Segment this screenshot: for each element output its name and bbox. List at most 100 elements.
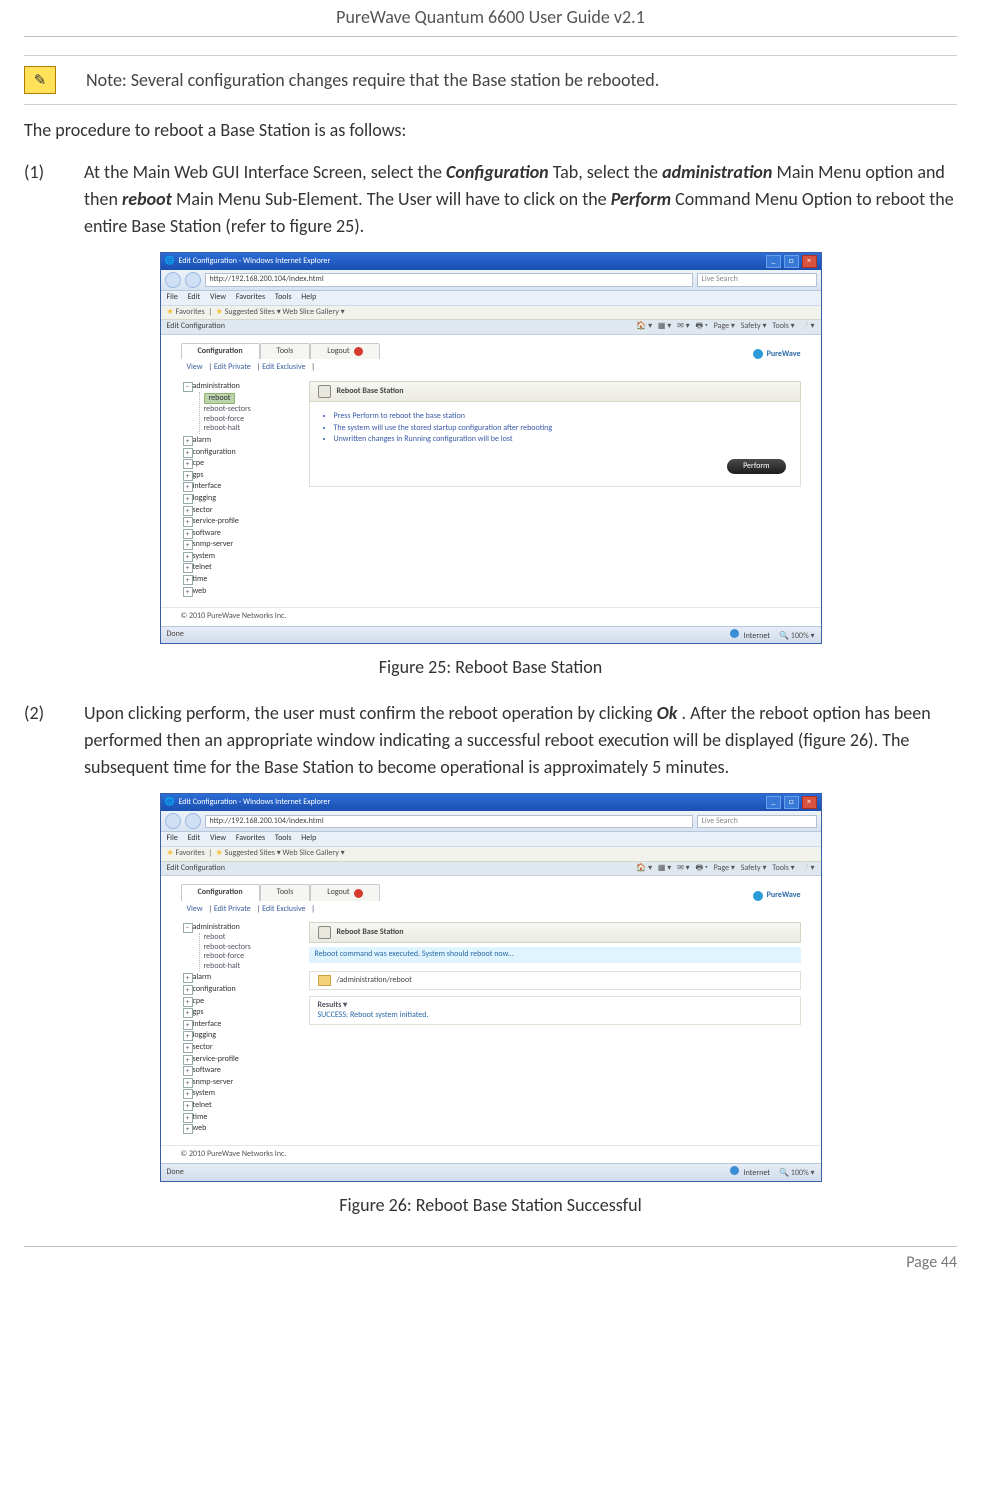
menu-edit[interactable]: Edit (188, 292, 201, 302)
subtab-edit-exclusive[interactable]: Edit Exclusive (262, 362, 305, 372)
address-bar[interactable]: http://192.168.200.104/index.html (205, 273, 693, 287)
tree-telnet[interactable]: telnet (183, 562, 301, 574)
tree-sector[interactable]: sector (183, 1042, 301, 1054)
tree-interface[interactable]: interface (183, 481, 301, 493)
menu-tools[interactable]: Tools (275, 292, 292, 302)
favorites-label[interactable]: Favorites (175, 307, 204, 317)
tree-snmp-server[interactable]: snmp-server (183, 539, 301, 551)
menu-view[interactable]: View (210, 833, 226, 843)
tree-logging[interactable]: logging (183, 493, 301, 505)
tree-gps[interactable]: gps (183, 470, 301, 482)
suggested-sites[interactable]: Suggested Sites ▾ (225, 848, 281, 858)
menu-file[interactable]: File (167, 833, 178, 843)
tree-web[interactable]: web (183, 586, 301, 598)
mail-icon[interactable]: ✉ ▾ (677, 321, 690, 331)
tree-web[interactable]: web (183, 1123, 301, 1135)
tree-system[interactable]: system (183, 551, 301, 563)
subtab-view[interactable]: View (187, 362, 203, 372)
menu-help[interactable]: Help (301, 292, 316, 302)
tab-configuration[interactable]: Configuration (181, 884, 260, 901)
tab-logout[interactable]: Logout (310, 884, 379, 901)
window-title: Edit Configuration - Windows Internet Ex… (178, 798, 330, 808)
tree-administration[interactable]: administration reboot reboot-sectors reb… (183, 922, 301, 972)
menu-help[interactable]: Help (301, 833, 316, 843)
menu-file[interactable]: File (167, 292, 178, 302)
close-button[interactable]: × (802, 255, 817, 268)
safety-menu[interactable]: Safety ▾ (741, 321, 767, 331)
page-menu[interactable]: Page ▾ (714, 863, 735, 873)
tree-interface[interactable]: interface (183, 1019, 301, 1031)
forward-button[interactable] (185, 813, 201, 829)
search-box[interactable]: Live Search (697, 273, 817, 287)
tree-system[interactable]: system (183, 1088, 301, 1100)
menu-favorites[interactable]: Favorites (236, 833, 265, 843)
tree-sector[interactable]: sector (183, 505, 301, 517)
tab-tools[interactable]: Tools (260, 884, 311, 901)
safety-menu[interactable]: Safety ▾ (741, 863, 767, 873)
minimize-button[interactable]: _ (766, 796, 781, 809)
status-zoom[interactable]: 🔍 100% ▾ (779, 631, 815, 641)
tree-alarm[interactable]: alarm (183, 972, 301, 984)
suggested-sites[interactable]: Suggested Sites ▾ (225, 307, 281, 317)
tree-software[interactable]: software (183, 528, 301, 540)
tree-configuration[interactable]: configuration (183, 447, 301, 459)
address-bar[interactable]: http://192.168.200.104/index.html (205, 815, 693, 829)
tools-menu[interactable]: Tools ▾ (772, 321, 794, 331)
web-slice[interactable]: Web Slice Gallery ▾ (283, 848, 345, 858)
home-icon[interactable]: 🏠 ▾ (636, 863, 652, 873)
tree-reboot[interactable]: reboot (204, 393, 236, 405)
tree-logging[interactable]: logging (183, 1030, 301, 1042)
tree-service-profile[interactable]: service-profile (183, 516, 301, 528)
tab-logout[interactable]: Logout (310, 343, 379, 360)
page-tab[interactable]: Edit Configuration (167, 322, 225, 332)
feed-icon[interactable]: ▦ ▾ (658, 863, 671, 873)
page-tab[interactable]: Edit Configuration (167, 864, 225, 874)
menu-tools[interactable]: Tools (275, 833, 292, 843)
close-button[interactable]: × (802, 796, 817, 809)
feed-icon[interactable]: ▦ ▾ (658, 321, 671, 331)
subtab-edit-exclusive[interactable]: Edit Exclusive (262, 904, 305, 914)
back-button[interactable] (165, 272, 181, 288)
home-icon[interactable]: 🏠 ▾ (636, 321, 652, 331)
minimize-button[interactable]: _ (766, 255, 781, 268)
tree-gps[interactable]: gps (183, 1007, 301, 1019)
tree-reboot-halt[interactable]: reboot-halt (204, 962, 301, 972)
print-icon[interactable]: 🖶 ▾ (695, 863, 707, 873)
help-icon[interactable]: ❔▾ (801, 321, 815, 331)
tree-label: administration (193, 922, 240, 932)
maximize-button[interactable]: □ (784, 255, 799, 268)
favorites-label[interactable]: Favorites (175, 848, 204, 858)
perform-button[interactable]: Perform (727, 459, 785, 475)
tree-alarm[interactable]: alarm (183, 435, 301, 447)
tree-cpe[interactable]: cpe (183, 458, 301, 470)
tree-software[interactable]: software (183, 1065, 301, 1077)
web-slice[interactable]: Web Slice Gallery ▾ (283, 307, 345, 317)
subtab-edit-private[interactable]: Edit Private (214, 904, 251, 914)
menu-favorites[interactable]: Favorites (236, 292, 265, 302)
tree-snmp-server[interactable]: snmp-server (183, 1077, 301, 1089)
tools-menu[interactable]: Tools ▾ (772, 863, 794, 873)
mail-icon[interactable]: ✉ ▾ (677, 863, 690, 873)
tree-cpe[interactable]: cpe (183, 996, 301, 1008)
back-button[interactable] (165, 813, 181, 829)
tab-configuration[interactable]: Configuration (181, 343, 260, 360)
tree-time[interactable]: time (183, 1112, 301, 1124)
tree-time[interactable]: time (183, 574, 301, 586)
tab-tools[interactable]: Tools (260, 343, 311, 360)
menu-view[interactable]: View (210, 292, 226, 302)
search-box[interactable]: Live Search (697, 815, 817, 829)
page-menu[interactable]: Page ▾ (714, 321, 735, 331)
tree-reboot-halt[interactable]: reboot-halt (204, 424, 301, 434)
status-zoom[interactable]: 🔍 100% ▾ (779, 1168, 815, 1178)
tree-service-profile[interactable]: service-profile (183, 1054, 301, 1066)
tree-telnet[interactable]: telnet (183, 1100, 301, 1112)
help-icon[interactable]: ❔▾ (801, 863, 815, 873)
menu-edit[interactable]: Edit (188, 833, 201, 843)
subtab-edit-private[interactable]: Edit Private (214, 362, 251, 372)
print-icon[interactable]: 🖶 ▾ (695, 321, 707, 331)
maximize-button[interactable]: □ (784, 796, 799, 809)
forward-button[interactable] (185, 272, 201, 288)
tree-administration[interactable]: administration reboot reboot-sectors reb… (183, 381, 301, 435)
tree-configuration[interactable]: configuration (183, 984, 301, 996)
subtab-view[interactable]: View (187, 904, 203, 914)
